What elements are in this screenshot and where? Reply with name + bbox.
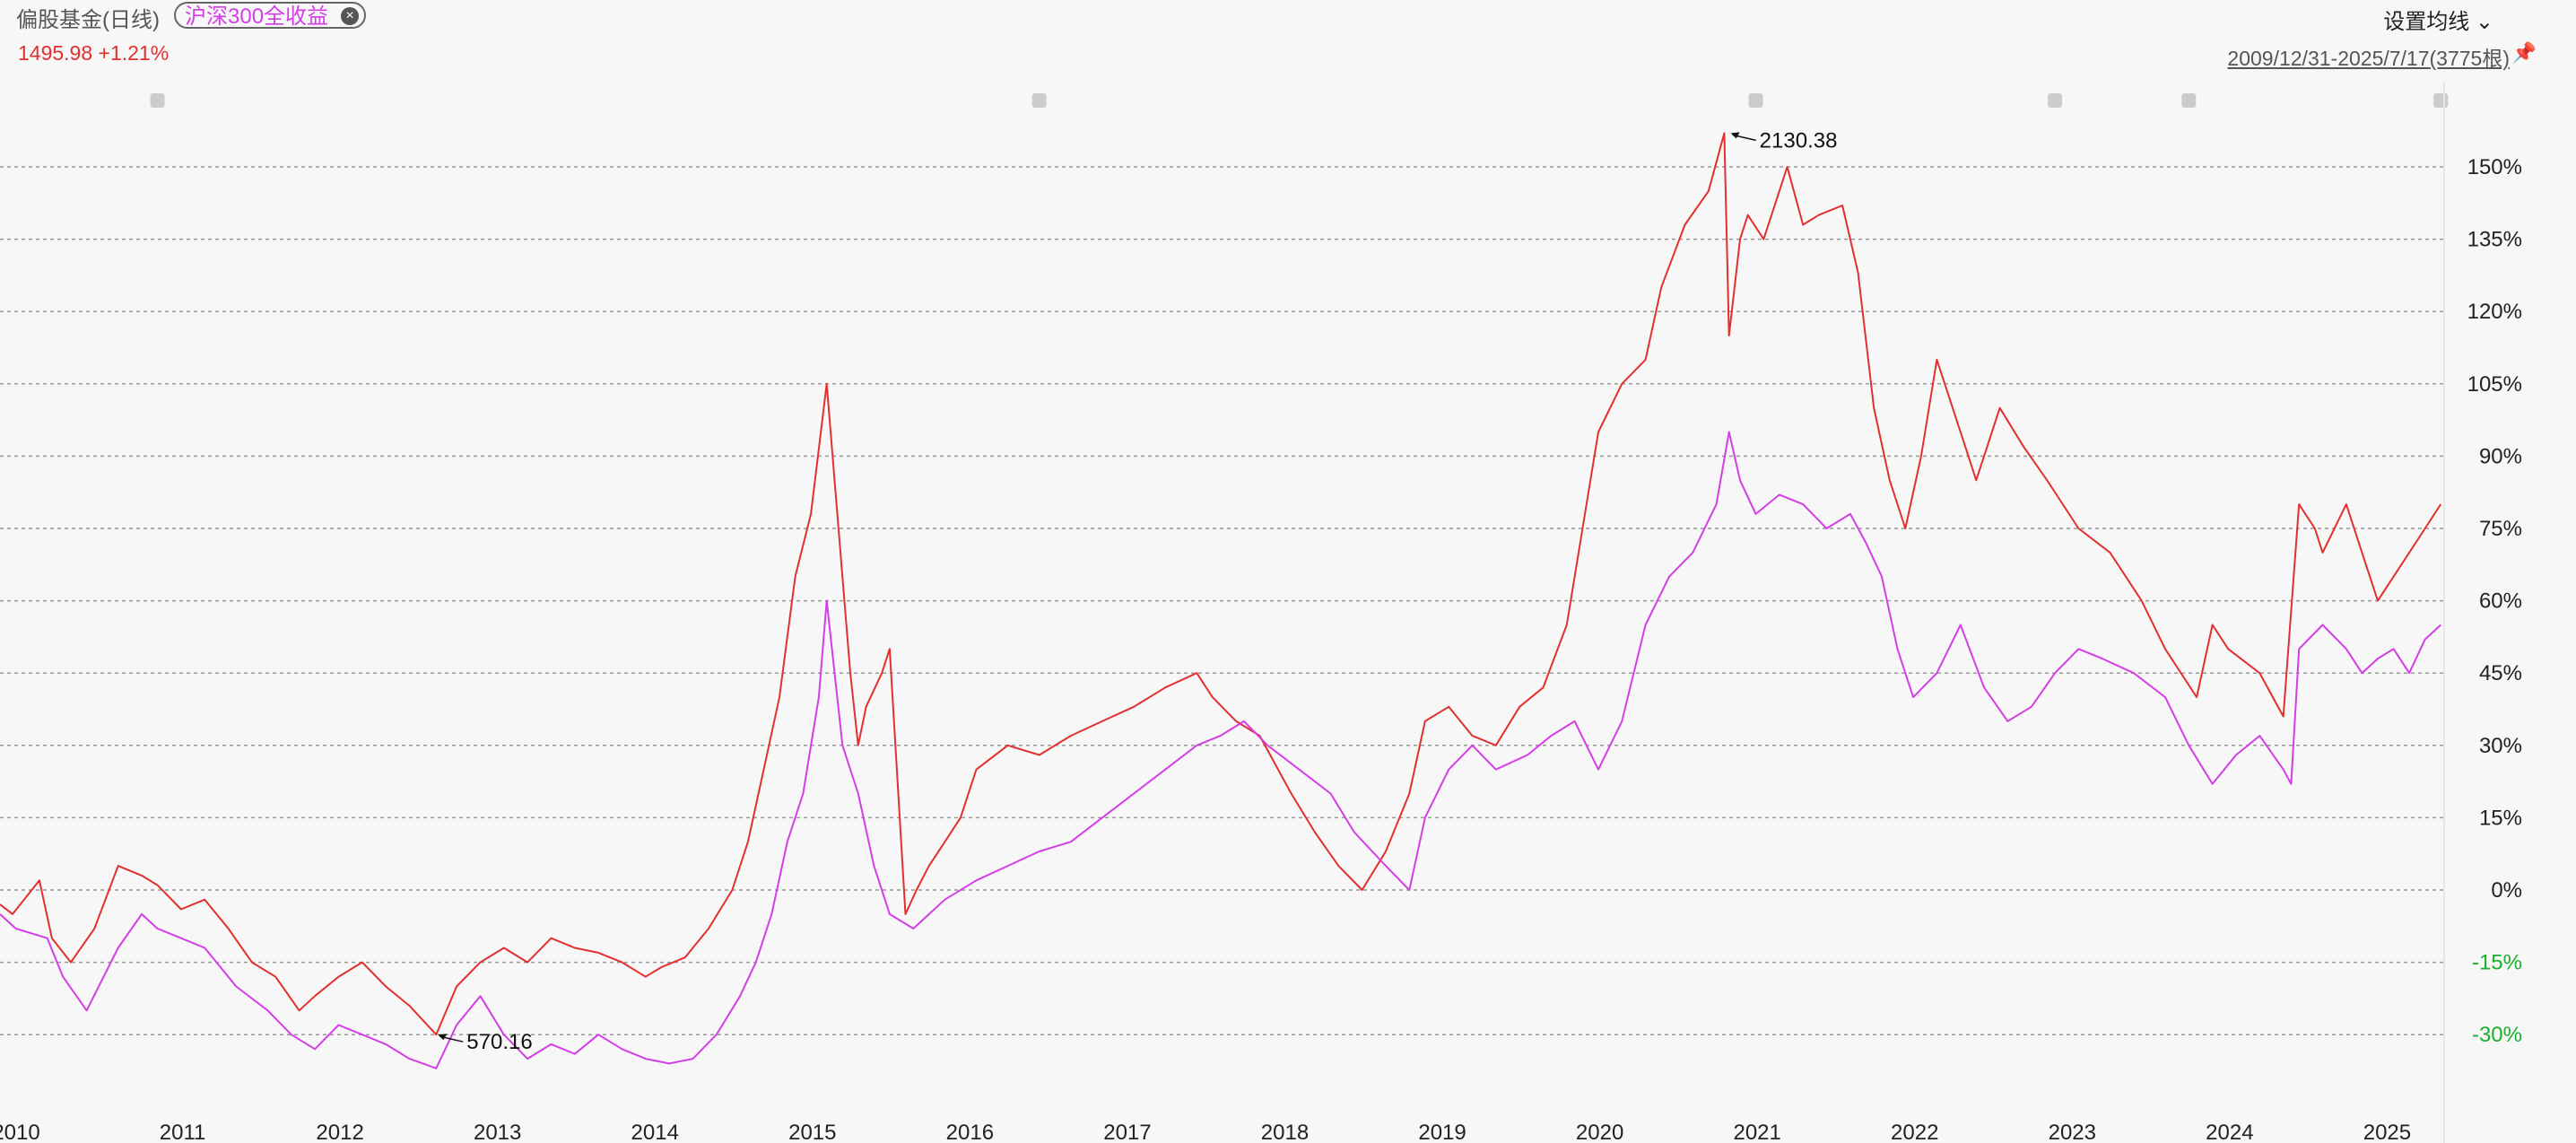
x-tick-label: 2023 — [2049, 1121, 2096, 1143]
series-line-0 — [0, 132, 2442, 1036]
event-marker-icon[interactable] — [1748, 93, 1763, 108]
y-tick-label: 105% — [2467, 372, 2522, 397]
x-tick-label: 2015 — [788, 1121, 836, 1143]
y-tick-label: -15% — [2472, 951, 2522, 975]
y-tick-label: 75% — [2479, 517, 2522, 541]
y-tick-label: 45% — [2479, 661, 2522, 685]
settings-label: 设置均线 — [2383, 10, 2470, 34]
x-tick-label: 2020 — [1576, 1121, 1623, 1143]
y-axis-labels: 150% 135% 120% 105% 90% 75% 60% 45% 30% 15% 0% -15%… — [2467, 155, 2522, 1047]
x-tick-label: 2021 — [1733, 1121, 1780, 1143]
y-tick-label: 0% — [2491, 878, 2522, 903]
y-tick-label: 15% — [2479, 806, 2522, 830]
y-tick-label: 90% — [2479, 444, 2522, 468]
annotation-label: 2130.38 — [1760, 128, 1838, 153]
event-marker-icon[interactable] — [2181, 93, 2197, 108]
annotations: 2130.38 570.16 — [438, 128, 1837, 1054]
last-change: +1.21% — [98, 41, 170, 65]
compare-series-label: 沪深300全收益 — [185, 4, 329, 29]
x-tick-label: 2019 — [1418, 1121, 1466, 1143]
x-tick-label: 2024 — [2206, 1121, 2253, 1143]
event-marker-icon[interactable] — [1031, 93, 1047, 108]
chart-title: 偏股基金(日线) — [16, 8, 160, 32]
y-tick-label: 30% — [2479, 734, 2522, 758]
y-tick-label: -30% — [2472, 1023, 2522, 1047]
annotation-arrowhead — [438, 1034, 448, 1041]
date-range-link[interactable]: 2009/12/31-2025/7/17(3775根) — [2227, 47, 2510, 70]
x-tick-label: 2018 — [1261, 1121, 1309, 1143]
y-tick-label: 135% — [2467, 228, 2522, 252]
event-marker-icon[interactable] — [2433, 93, 2449, 108]
y-tick-label: 60% — [2479, 589, 2522, 614]
x-tick-label: 2010 — [0, 1121, 40, 1143]
x-tick-label: 2013 — [474, 1121, 521, 1143]
event-marker-icon[interactable] — [150, 93, 165, 108]
x-tick-label: 2014 — [631, 1121, 679, 1143]
event-markers — [150, 93, 2449, 108]
series-line-1 — [0, 431, 2441, 1069]
x-tick-label: 2017 — [1103, 1121, 1151, 1143]
last-value-readout: 1495.98 +1.21% — [18, 41, 169, 65]
annotation-arrowhead — [1730, 132, 1740, 139]
x-tick-label: 2025 — [2363, 1121, 2411, 1143]
x-tick-label: 2011 — [160, 1121, 206, 1143]
y-tick-label: 120% — [2467, 300, 2522, 324]
close-circle-icon[interactable]: × — [341, 7, 360, 25]
compare-series-chip[interactable]: 沪深300全收益 × — [174, 2, 367, 29]
x-tick-label: 2012 — [316, 1121, 363, 1143]
pin-icon[interactable]: 📌 — [2511, 41, 2537, 64]
moving-average-settings-button[interactable]: 设置均线 ⌄ — [2383, 4, 2493, 35]
chevron-down-icon: ⌄ — [2475, 10, 2493, 34]
series-lines — [0, 132, 2442, 1069]
event-marker-icon[interactable] — [2048, 93, 2063, 108]
annotation-label: 570.16 — [466, 1030, 532, 1054]
x-axis-labels: 2010 2011 2012 2013 2014 2015 2016 2017 2018 2019… — [0, 1121, 2411, 1143]
x-tick-label: 2016 — [946, 1121, 994, 1143]
last-value: 1495.98 — [18, 41, 93, 65]
x-tick-label: 2022 — [1891, 1121, 1938, 1143]
y-tick-label: 150% — [2467, 155, 2522, 179]
grid-lines — [0, 166, 2444, 1035]
